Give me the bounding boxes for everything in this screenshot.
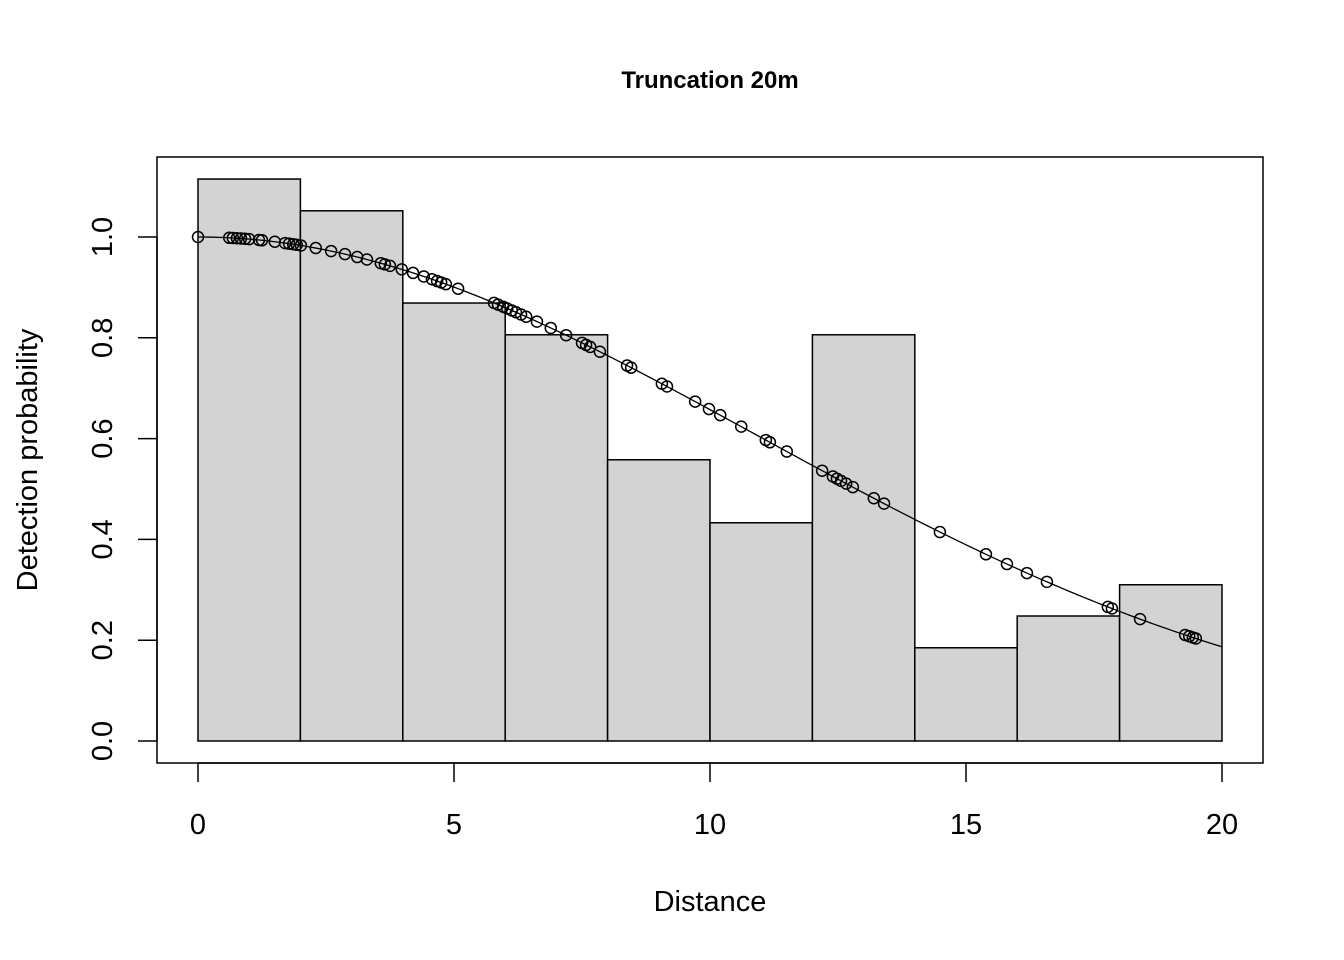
data-point <box>624 361 638 374</box>
data-point <box>559 328 573 342</box>
y-tick-label: 0.4 <box>87 519 119 559</box>
histogram-bar <box>197 178 302 742</box>
observation-points <box>191 230 1203 645</box>
data-point <box>1133 612 1147 626</box>
data-point <box>324 244 338 258</box>
data-point <box>688 395 702 408</box>
data-point <box>230 231 244 245</box>
data-point <box>846 480 860 494</box>
data-point <box>294 239 308 252</box>
data-point <box>763 436 777 449</box>
data-point <box>395 263 409 276</box>
histogram-bar <box>709 522 814 742</box>
histogram-bar <box>504 334 609 742</box>
data-point <box>583 340 597 354</box>
y-tick-label: 0.2 <box>87 620 119 660</box>
data-point <box>660 380 674 393</box>
data-point <box>1105 602 1119 615</box>
data-point <box>530 315 544 328</box>
histogram-bar <box>606 459 711 742</box>
data-point <box>815 464 829 477</box>
y-tick-label: 0.6 <box>87 418 119 458</box>
x-axis: 0 5 10 15 20 <box>190 762 1238 841</box>
data-point <box>378 258 392 271</box>
y-axis: 0.0 0.2 0.4 0.6 0.8 1.0 <box>87 217 158 761</box>
data-point <box>226 231 240 245</box>
x-axis-title: Distance <box>654 886 767 918</box>
data-point <box>242 232 256 246</box>
x-tick-label: 0 <box>190 809 206 841</box>
histogram-bar <box>1016 615 1121 742</box>
x-tick-label: 20 <box>1206 809 1238 841</box>
data-point <box>282 237 296 250</box>
y-tick-label: 0.8 <box>87 318 119 358</box>
data-point <box>1189 632 1203 645</box>
histogram-bar <box>914 647 1018 742</box>
data-point <box>439 277 453 291</box>
x-tick-label: 5 <box>446 809 462 841</box>
data-point <box>383 259 397 273</box>
data-point <box>278 236 292 250</box>
histogram-bar <box>299 210 404 742</box>
data-point <box>877 497 891 510</box>
data-point <box>702 402 716 416</box>
data-point <box>406 266 420 280</box>
x-tick-label: 10 <box>694 809 726 841</box>
data-point <box>780 445 794 458</box>
data-point <box>593 345 607 359</box>
data-point <box>255 234 269 247</box>
data-point <box>338 247 352 261</box>
data-point <box>1040 575 1054 589</box>
data-point <box>222 231 236 245</box>
y-axis-title: Detection probability <box>12 328 44 591</box>
data-point <box>309 241 323 255</box>
chart-title: Truncation 20m <box>621 67 798 94</box>
y-tick-label: 1.0 <box>87 217 119 257</box>
data-point <box>839 477 853 490</box>
data-point <box>290 238 304 252</box>
histogram-bar <box>1118 584 1223 742</box>
data-point <box>1020 566 1034 580</box>
data-point <box>544 321 558 335</box>
data-point <box>191 230 205 244</box>
data-point <box>519 310 533 324</box>
data-point <box>238 232 252 246</box>
data-point <box>1000 557 1014 571</box>
data-point <box>867 492 881 505</box>
histogram-bars <box>197 178 1223 742</box>
data-point <box>713 408 727 422</box>
data-point <box>979 548 993 561</box>
data-point <box>234 232 248 245</box>
data-point <box>451 282 465 295</box>
data-point <box>360 253 374 266</box>
y-tick-label: 0.0 <box>87 721 119 761</box>
data-point <box>417 270 431 283</box>
x-tick-label: 15 <box>950 809 982 841</box>
data-point <box>933 525 947 539</box>
histogram-bar <box>811 334 916 742</box>
histogram-bar <box>402 302 506 742</box>
data-point <box>734 420 748 433</box>
